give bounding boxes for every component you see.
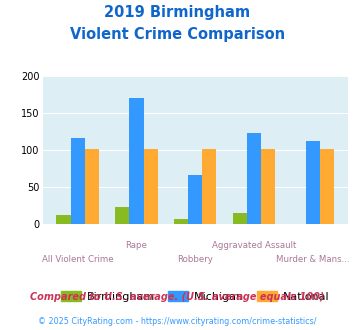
Bar: [233, 213, 247, 224]
Text: 2019 Birmingham: 2019 Birmingham: [104, 5, 251, 20]
Bar: [188, 176, 202, 224]
Bar: [320, 149, 334, 224]
Text: Murder & Mans...: Murder & Mans...: [276, 255, 350, 264]
Bar: [85, 149, 99, 224]
Text: Violent Crime Comparison: Violent Crime Comparison: [70, 27, 285, 42]
Bar: [56, 215, 71, 224]
Bar: [71, 138, 85, 224]
Text: © 2025 CityRating.com - https://www.cityrating.com/crime-statistics/: © 2025 CityRating.com - https://www.city…: [38, 317, 317, 326]
Bar: [306, 141, 320, 224]
Bar: [129, 98, 143, 224]
Text: Aggravated Assault: Aggravated Assault: [212, 241, 296, 250]
Text: All Violent Crime: All Violent Crime: [42, 255, 114, 264]
Text: Rape: Rape: [126, 241, 147, 250]
Bar: [247, 133, 261, 224]
Bar: [261, 149, 275, 224]
Bar: [202, 149, 217, 224]
Text: Robbery: Robbery: [177, 255, 213, 264]
Bar: [174, 219, 188, 224]
Legend: Birmingham, Michigan, National: Birmingham, Michigan, National: [56, 286, 334, 306]
Bar: [143, 149, 158, 224]
Bar: [115, 207, 129, 224]
Text: Compared to U.S. average. (U.S. average equals 100): Compared to U.S. average. (U.S. average …: [30, 292, 325, 302]
